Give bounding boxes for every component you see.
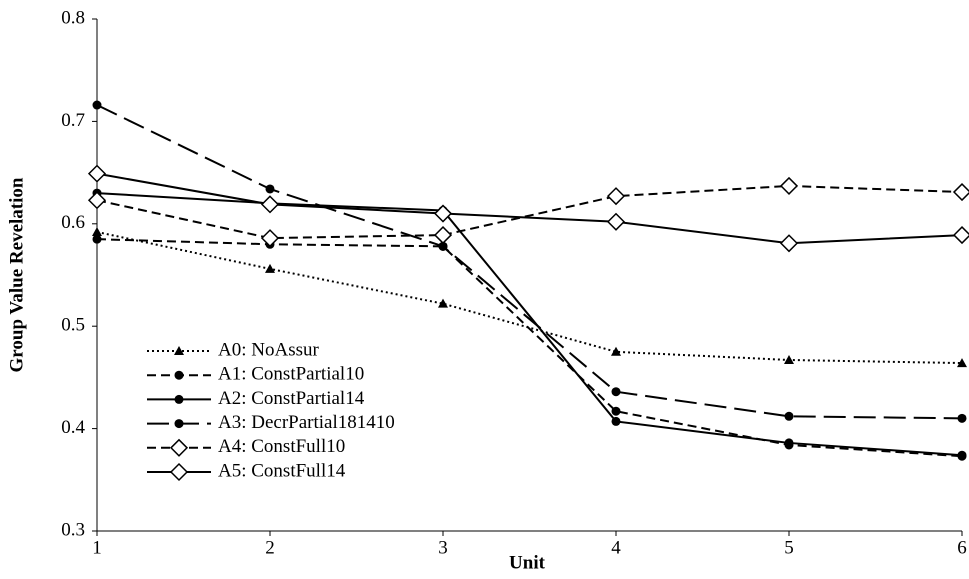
y-tick-label: 0.4 bbox=[61, 417, 85, 438]
marker bbox=[92, 226, 102, 236]
marker bbox=[957, 358, 967, 368]
y-axis-label: Group Value Revelation bbox=[6, 177, 27, 372]
marker bbox=[260, 195, 280, 214]
marker bbox=[779, 176, 799, 195]
marker bbox=[611, 387, 621, 397]
marker bbox=[779, 234, 799, 253]
marker bbox=[952, 182, 969, 202]
series-line bbox=[96, 104, 963, 420]
marker bbox=[265, 184, 275, 194]
x-tick-label: 2 bbox=[265, 537, 275, 558]
marker bbox=[87, 191, 107, 210]
marker bbox=[92, 100, 102, 110]
legend-label: A4: ConstFull10 bbox=[218, 436, 345, 457]
legend-marker bbox=[174, 346, 184, 355]
legend-label: A2: ConstPartial14 bbox=[218, 388, 365, 409]
marker bbox=[438, 298, 448, 308]
series-line bbox=[96, 172, 963, 245]
y-tick-label: 0.3 bbox=[61, 519, 85, 540]
x-tick-label: 3 bbox=[438, 537, 448, 558]
marker bbox=[87, 164, 107, 183]
marker bbox=[784, 411, 794, 421]
marker bbox=[611, 406, 621, 416]
marker bbox=[265, 263, 275, 273]
y-tick-label: 0.6 bbox=[61, 212, 85, 233]
legend-label: A5: ConstFull14 bbox=[218, 460, 346, 481]
marker bbox=[438, 241, 448, 251]
marker bbox=[784, 438, 794, 448]
legend-label: A1: ConstPartial10 bbox=[218, 364, 364, 385]
x-axis-label: Unit bbox=[509, 552, 546, 573]
marker bbox=[957, 450, 967, 460]
x-tick-label: 6 bbox=[957, 537, 967, 558]
y-tick-label: 0.8 bbox=[61, 7, 85, 28]
x-tick-label: 4 bbox=[611, 537, 621, 558]
y-tick-label: 0.5 bbox=[61, 315, 85, 336]
marker bbox=[957, 413, 967, 423]
legend-marker bbox=[174, 419, 184, 429]
marker bbox=[433, 226, 453, 245]
legend-label: A3: DecrPartial181410 bbox=[218, 412, 395, 433]
marker bbox=[611, 346, 621, 356]
y-tick-label: 0.7 bbox=[61, 110, 85, 131]
marker bbox=[606, 187, 626, 206]
marker bbox=[611, 416, 621, 426]
series-line bbox=[96, 238, 963, 458]
marker bbox=[784, 354, 794, 364]
marker bbox=[606, 212, 626, 231]
legend-marker bbox=[169, 438, 189, 457]
legend-marker bbox=[174, 370, 184, 380]
x-tick-label: 1 bbox=[92, 537, 102, 558]
marker bbox=[92, 234, 102, 244]
marker bbox=[433, 204, 453, 223]
series-line bbox=[96, 184, 963, 240]
marker bbox=[260, 229, 280, 248]
marker bbox=[952, 226, 969, 245]
legend-label: A0: NoAssur bbox=[218, 339, 319, 360]
legend-marker bbox=[169, 462, 189, 482]
x-tick-label: 5 bbox=[784, 537, 794, 558]
series-line bbox=[96, 192, 963, 457]
legend-marker bbox=[174, 394, 184, 404]
